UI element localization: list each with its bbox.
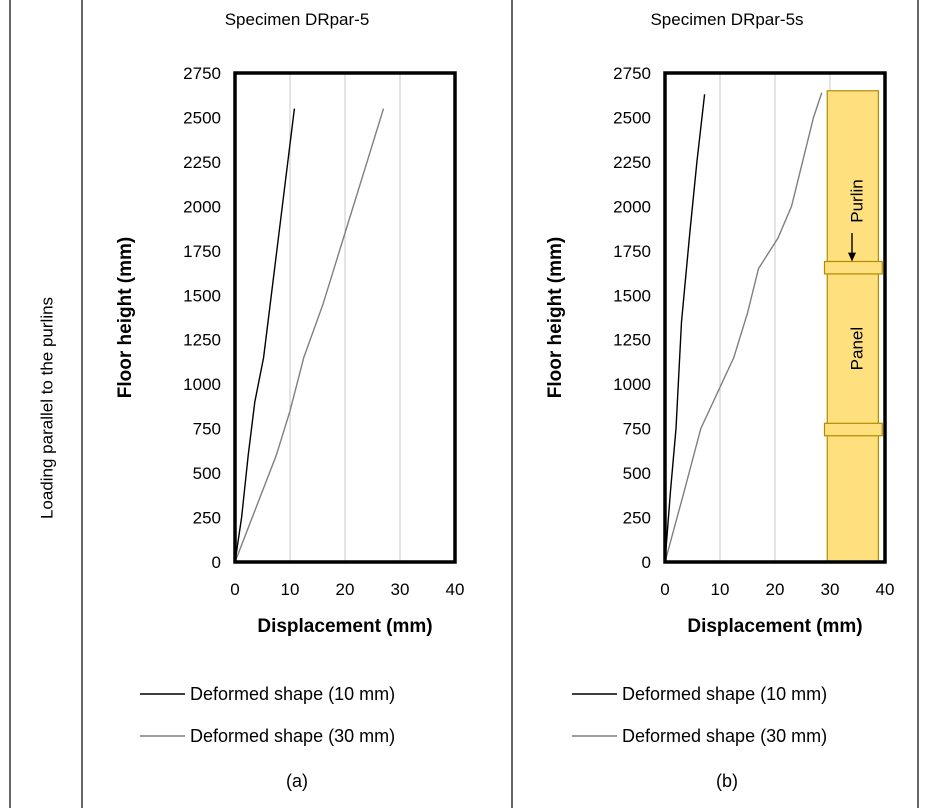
panel-body bbox=[826, 90, 880, 563]
y-tick-label: 1750 bbox=[183, 242, 221, 261]
y-tick-label: 750 bbox=[623, 420, 651, 439]
panel-inset: Purlin Panel bbox=[823, 90, 883, 563]
y-tick-label: 2000 bbox=[613, 197, 651, 216]
y-tick-label: 1250 bbox=[613, 331, 651, 350]
y-tick-label: 2500 bbox=[183, 108, 221, 127]
purlin-upper bbox=[823, 260, 883, 275]
chart-title: Specimen DRpar-5s bbox=[650, 10, 803, 29]
y-tick-label: 2750 bbox=[183, 64, 221, 83]
chart-sublabel: (a) bbox=[286, 771, 308, 791]
x-axis-title: Displacement (mm) bbox=[687, 616, 862, 637]
y-tick-label: 1000 bbox=[613, 375, 651, 394]
purlin-label: Purlin bbox=[847, 179, 866, 222]
panel-label: Panel bbox=[847, 327, 866, 370]
y-tick-label: 1500 bbox=[183, 286, 221, 305]
y-tick-label: 1500 bbox=[613, 286, 651, 305]
legend-entry: Deformed shape (30 mm) bbox=[622, 726, 827, 746]
series-line-10mm bbox=[664, 94, 706, 563]
y-tick-label: 1000 bbox=[183, 375, 221, 394]
x-tick-label: 30 bbox=[821, 580, 840, 599]
y-tick-label: 2750 bbox=[613, 64, 651, 83]
y-tick-label: 750 bbox=[193, 420, 221, 439]
y-tick-label: 500 bbox=[193, 464, 221, 483]
chart-b: Specimen DRpar-5s Purlin Panel 0 250 500 750 10… bbox=[545, 10, 894, 791]
y-tick-label: 250 bbox=[623, 509, 651, 528]
chart-title: Specimen DRpar-5 bbox=[225, 10, 370, 29]
legend-entry: Deformed shape (10 mm) bbox=[622, 684, 827, 704]
y-tick-label: 2250 bbox=[613, 153, 651, 172]
purlin-lower bbox=[823, 422, 883, 437]
series-line-10mm bbox=[234, 108, 296, 563]
series-line-30mm bbox=[234, 108, 385, 563]
legend: Deformed shape (10 mm) Deformed shape (30… bbox=[572, 684, 827, 746]
legend-entry: Deformed shape (10 mm) bbox=[190, 684, 395, 704]
plot-area-border bbox=[663, 71, 887, 564]
x-tick-label: 0 bbox=[230, 580, 239, 599]
plot-area-border bbox=[233, 71, 457, 564]
y-axis-title: Floor height (mm) bbox=[545, 237, 566, 398]
legend: Deformed shape (10 mm) Deformed shape (30… bbox=[140, 684, 395, 746]
chart-sublabel: (b) bbox=[716, 771, 738, 791]
purlin-arrowhead bbox=[848, 252, 856, 262]
y-tick-label: 0 bbox=[642, 553, 651, 572]
y-tick-label: 250 bbox=[193, 509, 221, 528]
y-tick-label: 1750 bbox=[613, 242, 651, 261]
x-tick-label: 30 bbox=[391, 580, 410, 599]
x-tick-label: 0 bbox=[660, 580, 669, 599]
chart-a: Specimen DRpar-5 0 250 500 750 1000 1250 1500 17… bbox=[115, 10, 464, 791]
x-tick-label: 10 bbox=[281, 580, 300, 599]
x-tick-label: 10 bbox=[711, 580, 730, 599]
x-tick-label: 40 bbox=[876, 580, 895, 599]
x-tick-label: 20 bbox=[766, 580, 785, 599]
x-tick-label: 20 bbox=[336, 580, 355, 599]
legend-entry: Deformed shape (30 mm) bbox=[190, 726, 395, 746]
y-tick-label: 1250 bbox=[183, 331, 221, 350]
x-axis-title: Displacement (mm) bbox=[257, 616, 432, 637]
row-label: Loading parallel to the purlins bbox=[37, 297, 56, 519]
y-tick-label: 2500 bbox=[613, 108, 651, 127]
x-tick-label: 40 bbox=[446, 580, 465, 599]
y-tick-label: 2250 bbox=[183, 153, 221, 172]
table-borders bbox=[9, 0, 919, 808]
y-axis-title: Floor height (mm) bbox=[115, 237, 136, 398]
y-tick-label: 500 bbox=[623, 464, 651, 483]
y-tick-label: 2000 bbox=[183, 197, 221, 216]
y-tick-label: 0 bbox=[212, 553, 221, 572]
series-line-30mm bbox=[664, 92, 823, 563]
